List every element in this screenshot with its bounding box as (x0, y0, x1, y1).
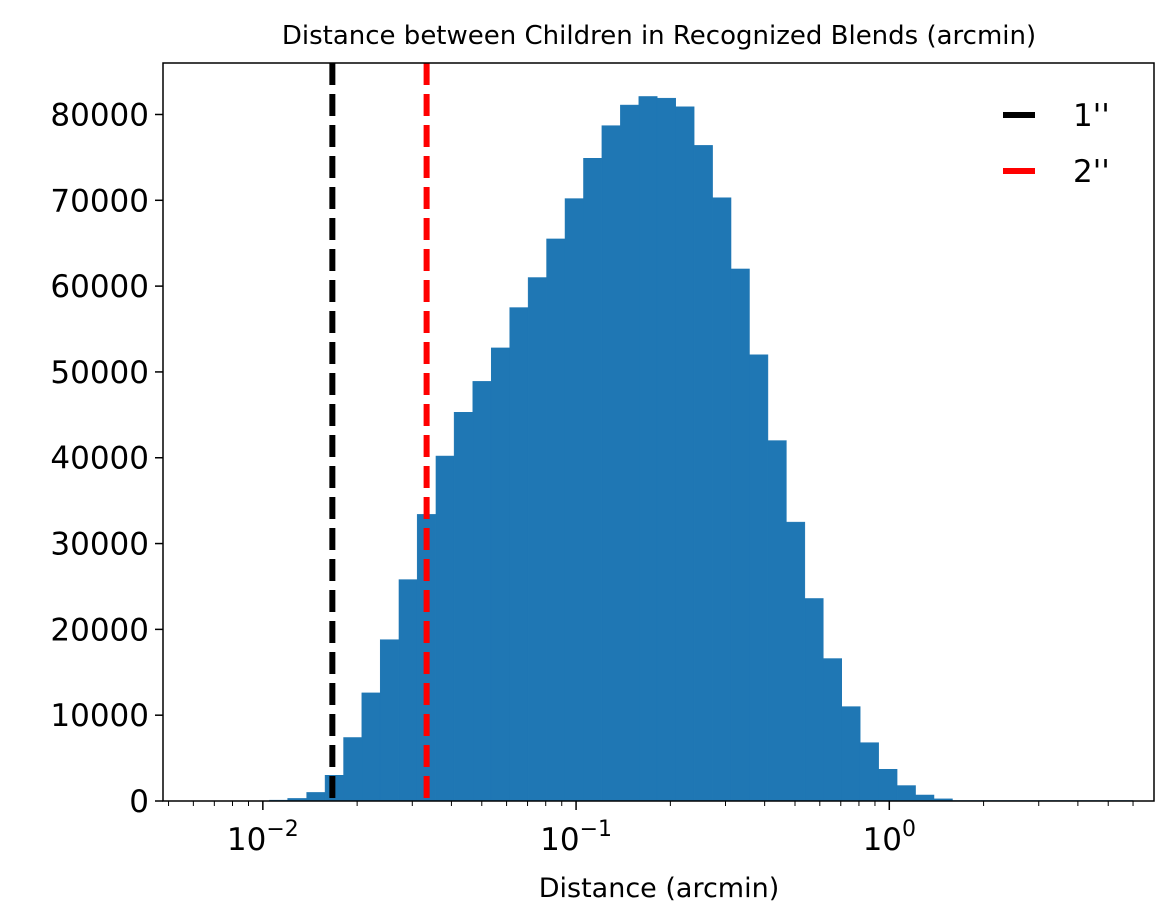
histogram-bar (583, 158, 603, 802)
legend: 1'' 2'' (1003, 98, 1110, 190)
histogram-bar (509, 307, 529, 802)
histogram-bar (306, 792, 326, 802)
histogram-bar (823, 658, 842, 802)
histogram-bar (878, 768, 898, 802)
x-axis: 10−2 10−1 100 (168, 801, 1134, 858)
legend-label: 2'' (1073, 154, 1110, 190)
histogram-bars (269, 96, 1134, 802)
histogram-bar (786, 521, 806, 802)
chart-title: Distance between Children in Recognized … (282, 21, 1036, 51)
histogram-bar (859, 742, 879, 802)
plot-frame (162, 62, 1155, 802)
x-tick-label: 10−1 (540, 817, 612, 858)
histogram-bar (730, 268, 750, 802)
histogram-bar (841, 706, 861, 802)
histogram-bar (343, 737, 363, 802)
histogram-bar (693, 145, 713, 802)
histogram-bar (712, 197, 732, 802)
histogram-bar (749, 354, 769, 802)
y-axis: 0 10000 20000 30000 40000 50000 60000 70000 8000… (50, 97, 163, 820)
y-tick-label: 50000 (50, 355, 149, 391)
histogram-bar (379, 639, 400, 802)
histogram-bar (490, 347, 510, 802)
histogram-bar (620, 104, 640, 802)
histogram-bar (915, 794, 935, 802)
y-tick-label: 60000 (50, 269, 149, 305)
histogram-bar (767, 440, 787, 802)
y-tick-label: 10000 (50, 698, 149, 734)
histogram-bar (675, 106, 695, 802)
y-tick-label: 0 (129, 784, 149, 820)
histogram-bar (656, 97, 676, 802)
x-tick-label: 10−2 (227, 817, 299, 858)
y-tick-label: 80000 (50, 97, 149, 133)
histogram-bar (361, 692, 381, 802)
histogram-bar (527, 277, 547, 802)
legend-label: 1'' (1073, 98, 1110, 134)
histogram-bar (453, 412, 474, 802)
x-axis-label: Distance (arcmin) (539, 873, 780, 904)
histogram-bar (601, 125, 621, 802)
histogram-bar (564, 198, 584, 802)
histogram-bar (896, 785, 916, 802)
y-tick-label: 70000 (50, 183, 149, 219)
histogram-bar (638, 96, 658, 802)
histogram-bar (804, 598, 824, 802)
y-tick-label: 30000 (50, 527, 149, 563)
y-tick-label: 20000 (50, 612, 149, 648)
histogram-bar (472, 381, 492, 802)
histogram-bar (435, 455, 455, 802)
y-tick-label: 40000 (50, 441, 149, 477)
histogram-bar (546, 238, 566, 802)
histogram-bar (398, 579, 418, 802)
x-tick-label: 100 (863, 817, 916, 858)
